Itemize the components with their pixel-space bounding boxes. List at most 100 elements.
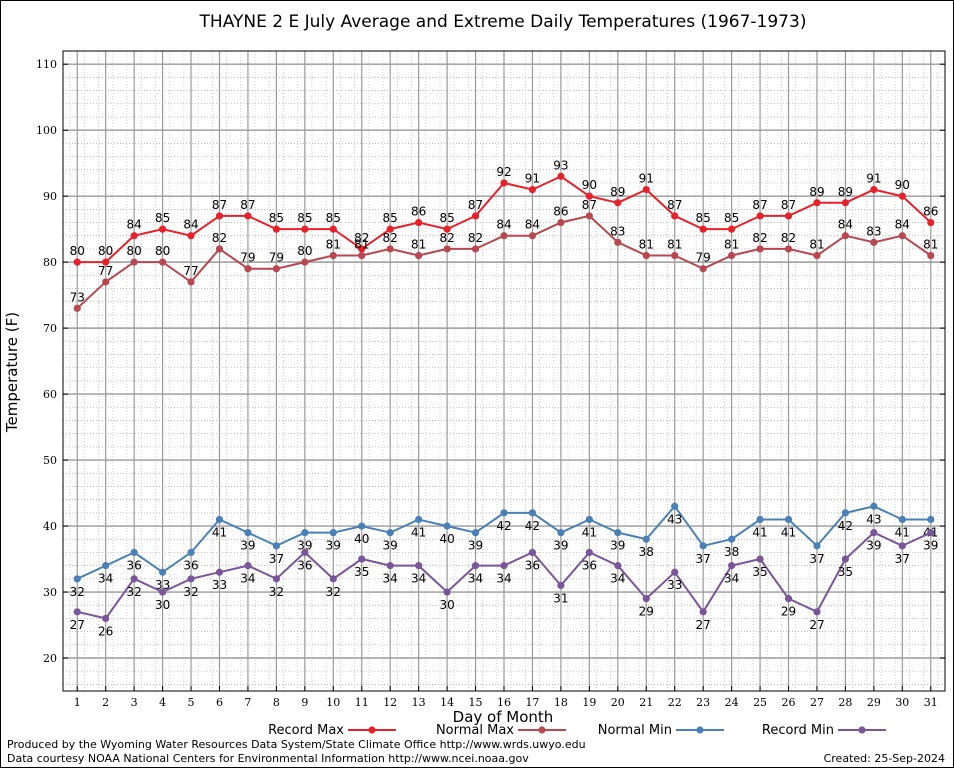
data-point xyxy=(585,548,593,557)
data-label: 41 xyxy=(781,525,796,539)
data-point xyxy=(614,238,622,246)
x-tick-label: 21 xyxy=(639,696,653,709)
data-point xyxy=(102,258,110,266)
data-label: 33 xyxy=(212,578,227,592)
data-point xyxy=(728,251,736,260)
data-point xyxy=(642,595,650,603)
data-label: 39 xyxy=(866,539,881,553)
legend-label: Record Min xyxy=(762,723,834,738)
data-label: 34 xyxy=(411,572,426,586)
data-point xyxy=(756,515,764,524)
data-label: 91 xyxy=(639,172,654,186)
x-tick-label: 7 xyxy=(244,696,251,709)
data-label: 35 xyxy=(354,565,369,579)
data-label: 90 xyxy=(895,178,910,192)
data-point xyxy=(756,245,764,253)
data-label: 39 xyxy=(923,539,938,553)
x-tick-label: 17 xyxy=(525,696,539,709)
data-point xyxy=(841,199,850,207)
x-tick-label: 4 xyxy=(159,696,166,709)
data-label: 85 xyxy=(696,211,711,225)
x-tick-label: 27 xyxy=(810,696,824,709)
data-point xyxy=(244,529,252,537)
data-label: 36 xyxy=(525,558,540,572)
x-tick-label: 15 xyxy=(469,696,483,709)
data-label: 41 xyxy=(582,525,597,539)
data-point xyxy=(841,232,850,240)
data-label: 81 xyxy=(639,238,654,252)
data-label: 81 xyxy=(809,238,824,252)
data-point xyxy=(642,535,650,543)
data-label: 87 xyxy=(667,198,682,212)
data-label: 87 xyxy=(752,198,767,212)
data-point xyxy=(443,245,451,253)
data-label: 37 xyxy=(269,552,284,566)
chart-title: THAYNE 2 E July Average and Extreme Dail… xyxy=(199,12,807,32)
data-label: 81 xyxy=(326,238,341,252)
data-label: 27 xyxy=(809,618,824,632)
data-point xyxy=(585,212,593,220)
data-label: 85 xyxy=(439,211,454,225)
data-point xyxy=(272,542,280,550)
data-label: 81 xyxy=(923,238,938,252)
legend-marker xyxy=(858,726,866,734)
data-point xyxy=(215,212,224,220)
data-point xyxy=(272,575,280,583)
data-point xyxy=(386,562,394,570)
data-label: 82 xyxy=(468,231,483,245)
data-point xyxy=(244,562,252,570)
data-point xyxy=(272,225,280,233)
data-label: 43 xyxy=(667,512,682,526)
data-label: 89 xyxy=(610,185,625,199)
data-label: 31 xyxy=(553,591,568,605)
data-point xyxy=(386,245,394,253)
data-label: 84 xyxy=(496,218,511,232)
data-label: 85 xyxy=(326,211,341,225)
data-label: 39 xyxy=(326,539,341,553)
data-label: 81 xyxy=(411,238,426,252)
x-tick-label: 16 xyxy=(497,696,511,709)
data-label: 87 xyxy=(468,198,483,212)
data-point xyxy=(187,575,195,583)
data-point xyxy=(358,522,366,530)
data-point xyxy=(870,185,878,194)
data-point xyxy=(329,529,337,537)
data-point xyxy=(244,265,252,273)
data-point xyxy=(130,258,138,266)
data-point xyxy=(301,225,309,233)
y-tick-label: 50 xyxy=(43,454,57,467)
x-tick-label: 22 xyxy=(668,696,682,709)
data-label: 81 xyxy=(724,238,739,252)
data-label: 38 xyxy=(639,545,654,559)
legend-marker xyxy=(538,726,546,734)
data-point xyxy=(699,225,707,233)
x-tick-label: 18 xyxy=(554,696,568,709)
data-label: 34 xyxy=(468,572,483,586)
data-point xyxy=(500,509,508,517)
data-label: 30 xyxy=(439,598,454,612)
data-point xyxy=(358,251,366,260)
data-point xyxy=(415,218,423,227)
data-point xyxy=(471,562,480,570)
data-label: 86 xyxy=(923,205,938,219)
data-label: 39 xyxy=(468,539,483,553)
data-point xyxy=(756,555,764,563)
data-label: 43 xyxy=(866,512,881,526)
x-tick-label: 29 xyxy=(867,696,881,709)
data-point xyxy=(329,575,337,583)
data-label: 85 xyxy=(297,211,312,225)
data-point xyxy=(557,172,565,180)
data-label: 39 xyxy=(610,539,625,553)
data-label: 41 xyxy=(212,525,227,539)
data-label: 80 xyxy=(155,244,170,258)
series-normal-min: 32 34 36 33 36 41 39 37 39 39 40 39 41 40 39 42 42 39 41 39… xyxy=(70,502,938,599)
data-label: 34 xyxy=(98,572,113,586)
x-tick-label: 23 xyxy=(696,696,710,709)
y-tick-label: 70 xyxy=(43,322,57,335)
data-label: 34 xyxy=(383,572,398,586)
data-point xyxy=(500,232,508,240)
data-label: 37 xyxy=(895,552,910,566)
data-label: 34 xyxy=(724,572,739,586)
